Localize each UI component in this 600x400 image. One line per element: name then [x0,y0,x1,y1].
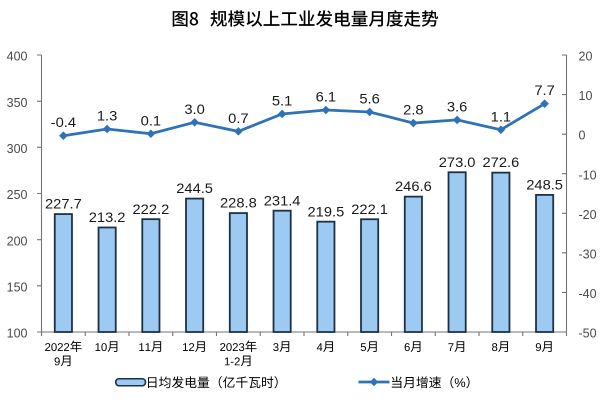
svg-text:300: 300 [7,142,28,156]
svg-text:400: 400 [7,50,28,64]
svg-text:2.8: 2.8 [403,102,424,118]
svg-text:5.1: 5.1 [272,92,293,108]
svg-text:231.4: 231.4 [264,192,301,208]
svg-text:222.1: 222.1 [351,201,388,217]
svg-text:20: 20 [579,50,593,64]
svg-text:0: 0 [579,129,586,143]
svg-text:150: 150 [7,280,28,294]
svg-text:272.6: 272.6 [483,154,520,170]
svg-text:-30: -30 [579,247,597,261]
svg-text:1.3: 1.3 [97,108,118,124]
svg-text:227.7: 227.7 [45,196,82,212]
svg-text:213.2: 213.2 [89,209,126,225]
svg-text:10: 10 [579,89,593,103]
svg-text:-50: -50 [579,327,597,341]
svg-text:1.1: 1.1 [491,108,512,124]
svg-text:200: 200 [7,234,28,248]
svg-text:244.5: 244.5 [176,180,213,196]
svg-text:0.7: 0.7 [228,110,249,126]
svg-text:6.1: 6.1 [316,89,337,105]
svg-text:0.1: 0.1 [141,112,162,128]
svg-text:219.5: 219.5 [308,203,345,219]
svg-text:222.2: 222.2 [133,201,170,217]
svg-text:7.7: 7.7 [534,82,555,98]
svg-text:246.6: 246.6 [395,178,432,194]
svg-text:-10: -10 [579,168,597,182]
svg-text:3.6: 3.6 [447,98,468,114]
svg-text:228.8: 228.8 [220,195,257,211]
svg-text:350: 350 [7,96,28,110]
svg-text:250: 250 [7,188,28,202]
svg-text:-0.4: -0.4 [51,114,77,130]
svg-text:100: 100 [7,327,28,341]
svg-text:-20: -20 [579,208,597,222]
svg-text:5.6: 5.6 [359,90,380,106]
svg-text:-40: -40 [579,287,597,301]
svg-text:273.0: 273.0 [439,154,476,170]
svg-text:248.5: 248.5 [526,176,563,192]
svg-text:3.0: 3.0 [184,101,205,117]
